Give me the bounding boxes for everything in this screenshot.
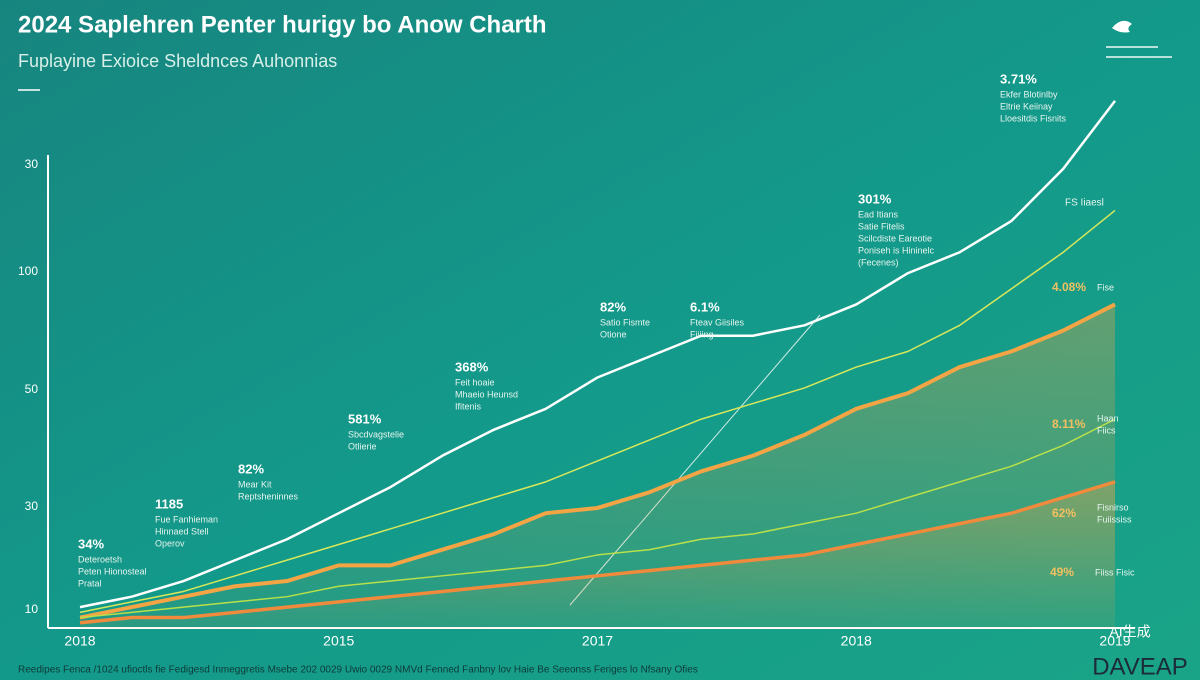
annotation-text: Mear Kit <box>238 479 272 489</box>
annotation-text: Peten Hionosteal <box>78 566 147 576</box>
annotation-text: Ead Itians <box>858 209 899 219</box>
annotation-text: (Fecenes) <box>858 257 899 267</box>
annotation-text: Lloesitdis Fisnits <box>1000 113 1067 123</box>
series-line <box>79 209 1116 614</box>
annotation-text: Reptsheninnes <box>238 491 299 501</box>
side-label-text: Fiics <box>1097 425 1116 435</box>
y-tick-label: 100 <box>18 264 38 278</box>
series-line <box>79 100 1116 609</box>
x-tick-label: 2019 <box>1099 633 1130 649</box>
series-area <box>80 481 1115 628</box>
badge: AI生成 <box>1109 624 1150 640</box>
series-line <box>79 302 1116 620</box>
annotation-text: Feit hoaie <box>455 377 495 387</box>
annotation-text: Deteroetsh <box>78 554 122 564</box>
annotation-text: Ekfer Blotinlby <box>1000 89 1058 99</box>
side-label-title: 62% <box>1052 506 1076 520</box>
annotation-text: Fteav Giisiles <box>690 317 745 327</box>
annotation-text: Mhaeio Heunsd <box>455 389 518 399</box>
side-label-text: Fuiississ <box>1097 514 1132 524</box>
y-tick-label: 50 <box>25 382 39 396</box>
annotation-text: Sbcdvagstelie <box>348 429 404 439</box>
y-tick-label: 30 <box>25 157 39 171</box>
annotation-title: 3.71% <box>1000 71 1037 86</box>
logo <box>1106 20 1172 58</box>
x-tick-label: 2017 <box>582 633 613 649</box>
annotation-text: Eltrie Keiinay <box>1000 101 1053 111</box>
series-line <box>79 418 1116 619</box>
annotation-text: Otione <box>600 329 627 339</box>
annotation-title: 301% <box>858 191 892 206</box>
side-label-title: 49% <box>1050 565 1074 579</box>
annotation-text: Operov <box>155 538 185 548</box>
y-tick-label: 10 <box>25 602 39 616</box>
side-label-title: 8.11% <box>1052 417 1086 431</box>
x-tick-label: 2018 <box>841 633 872 649</box>
annotation-text: Otlierie <box>348 441 377 451</box>
annotation-text: Pratal <box>78 578 102 588</box>
y-tick-label: 30 <box>25 499 39 513</box>
x-tick-label: 2018 <box>64 633 95 649</box>
annotation-title: 581% <box>348 411 382 426</box>
annotation-title: 6.1% <box>690 299 720 314</box>
annotation-text: Fue Fanhieman <box>155 514 218 524</box>
annotation-text: Scilcdiste Eareotie <box>858 233 932 243</box>
chart-title: 2024 Saplehren Penter hurigy bo Anow Cha… <box>18 11 547 38</box>
annotation-title: 1185 <box>155 496 183 511</box>
footer-note: Reedipes Fenca /1024 ufioctls fie Fedige… <box>18 665 698 676</box>
annotation-text: Fiiiing <box>690 329 714 339</box>
annotation-title: 82% <box>600 299 626 314</box>
brand: DAVEAP <box>1092 653 1188 680</box>
annotation-text: Ifitenis <box>455 401 482 411</box>
x-tick-label: 2015 <box>323 633 354 649</box>
series-line <box>79 480 1116 625</box>
annotation-text: Satie Fitelis <box>858 221 905 231</box>
annotation-title: 34% <box>78 536 104 551</box>
chart-subtitle: Fuplayine Exioice Sheldnces Auhonnias <box>18 51 337 71</box>
side-label-text: Fise <box>1097 282 1114 292</box>
annotation-text: Satio Fismte <box>600 317 650 327</box>
side-label-text: Fisnirso <box>1097 502 1129 512</box>
side-label-text: Fiiss Fisic <box>1095 567 1135 577</box>
annotation-text: Poniseh is Hininelc <box>858 245 935 255</box>
side-label-text: Haan <box>1097 413 1119 423</box>
side-label-title: 4.08% <box>1052 280 1086 294</box>
annotation-text: Hinnaed Stell <box>155 526 209 536</box>
annotation-title: 368% <box>455 359 489 374</box>
side-label-title: FS Iiaesl <box>1065 198 1104 209</box>
annotation-title: 82% <box>238 461 264 476</box>
